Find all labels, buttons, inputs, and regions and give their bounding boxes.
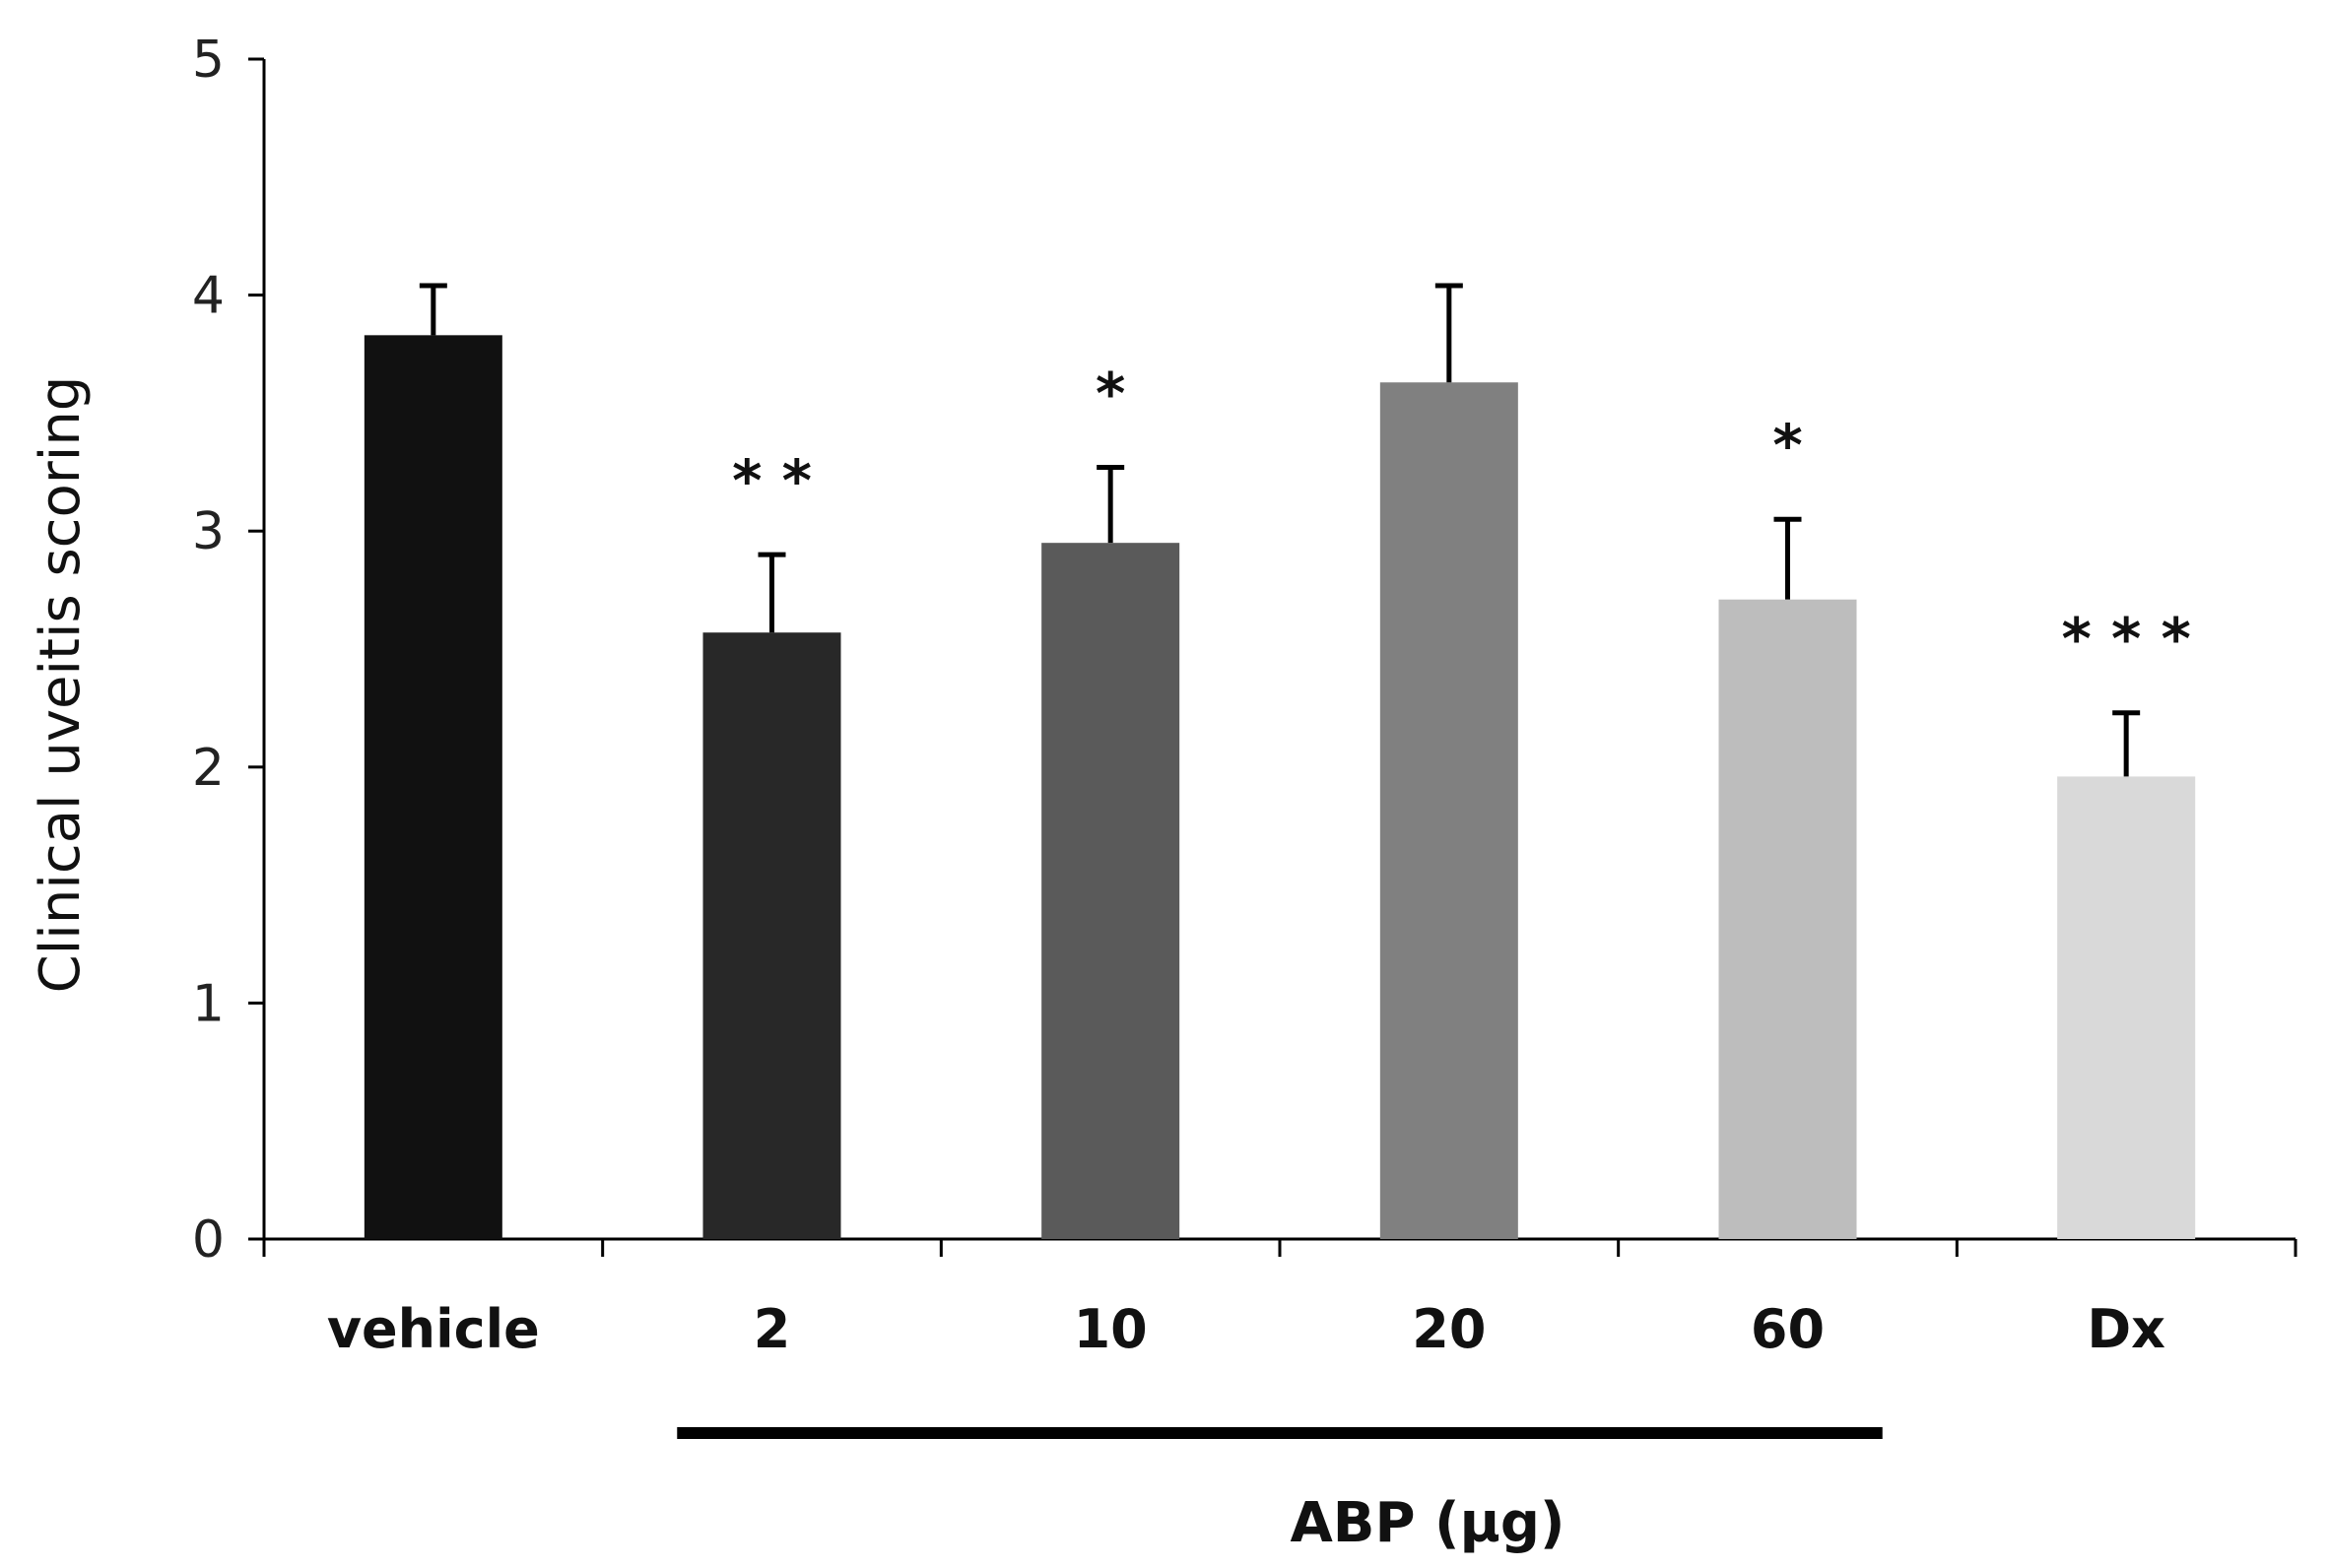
- significance-markers: * * * * * * *: [732, 360, 2191, 673]
- significance-marker: * *: [732, 447, 812, 514]
- bar-60: [1718, 599, 1857, 1239]
- y-axis-label: Clinical uveitis scoring: [29, 376, 93, 994]
- y-tick-label: 4: [192, 267, 225, 326]
- x-tick-label: Dx: [2087, 1298, 2165, 1360]
- y-tick-label: 5: [192, 31, 225, 90]
- significance-marker: * * *: [2061, 606, 2190, 673]
- bar-vehicle: [364, 335, 502, 1239]
- y-tick-label: 0: [192, 1210, 225, 1270]
- significance-marker: *: [1096, 360, 1125, 427]
- x-tick-label: vehicle: [327, 1298, 540, 1360]
- x-tick-label: 10: [1074, 1298, 1148, 1360]
- significance-marker: *: [1772, 412, 1802, 479]
- x-tick-label: 60: [1751, 1298, 1825, 1360]
- bar-20: [1379, 382, 1518, 1239]
- bar-10: [1041, 543, 1180, 1239]
- x-tick-label: 2: [754, 1298, 791, 1360]
- x-tick-labels: vehicle 2 10 20 60 Dx: [327, 1298, 2165, 1360]
- x-tick-label: 20: [1412, 1298, 1486, 1360]
- x-axis: [248, 1237, 2297, 1257]
- y-tick-label: 1: [192, 974, 225, 1033]
- abp-group-label: ABP (µg): [1290, 1491, 1564, 1555]
- bar-dx: [2057, 776, 2196, 1239]
- bars: [364, 335, 2196, 1239]
- y-tick-label: 3: [192, 502, 225, 561]
- error-bars: [419, 283, 2141, 777]
- y-axis: 0 1 2 3 4 5: [192, 31, 266, 1270]
- bar-2: [702, 632, 841, 1239]
- y-tick-label: 2: [192, 739, 225, 798]
